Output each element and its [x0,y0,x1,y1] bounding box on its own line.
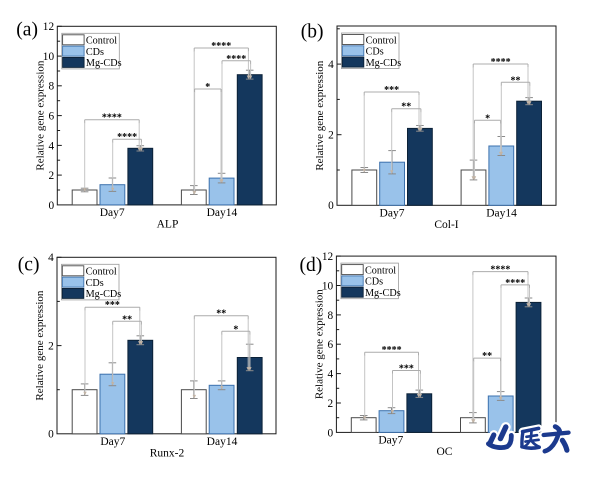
svg-text:4: 4 [48,140,54,152]
svg-text:8: 8 [48,81,54,93]
svg-text:Day7: Day7 [378,435,403,447]
svg-text:(d): (d) [300,255,323,276]
svg-text:Col-I: Col-I [434,219,458,231]
svg-text:Relative gene expression: Relative gene expression [314,60,326,170]
svg-text:0: 0 [48,200,54,212]
svg-text:Mg-CDs: Mg-CDs [366,58,402,69]
svg-text:Day14: Day14 [486,208,517,220]
svg-text:****: **** [490,265,510,276]
svg-text:**: ** [482,351,492,362]
svg-text:4: 4 [328,59,334,71]
svg-text:12: 12 [322,251,334,263]
svg-text:****: **** [211,41,231,52]
svg-text:Day7: Day7 [100,436,125,448]
svg-text:12: 12 [43,21,55,33]
svg-text:(b): (b) [301,22,324,43]
svg-text:Mg-CDs: Mg-CDs [86,289,122,300]
svg-text:Runx-2: Runx-2 [150,448,185,460]
svg-text:CDs: CDs [365,277,383,288]
svg-text:Relative gene expression: Relative gene expression [35,60,47,170]
svg-text:0: 0 [48,429,54,441]
svg-text:*: * [485,113,490,124]
svg-text:Day14: Day14 [207,207,238,219]
svg-text:*: * [233,324,238,335]
svg-text:****: **** [117,132,137,143]
svg-text:0: 0 [328,200,334,212]
svg-text:Relative gene expression: Relative gene expression [34,290,46,400]
svg-text:4: 4 [328,369,334,381]
svg-text:CDs: CDs [86,278,104,289]
svg-text:****: **** [382,345,402,356]
svg-text:ALP: ALP [157,219,179,231]
svg-text:****: **** [226,54,246,65]
svg-text:Relative gene expression: Relative gene expression [314,289,326,399]
svg-text:Day7: Day7 [100,207,125,219]
svg-text:Day7: Day7 [380,208,405,220]
svg-text:**: ** [122,314,132,325]
svg-text:**: ** [401,102,411,113]
svg-text:Mg-CDs: Mg-CDs [86,58,122,69]
svg-text:8: 8 [328,310,334,322]
svg-text:**: ** [216,309,226,320]
svg-text:***: *** [399,364,414,375]
svg-text:4: 4 [48,252,54,264]
svg-text:2: 2 [48,340,54,352]
svg-text:Control: Control [86,36,117,47]
svg-text:****: **** [491,57,511,68]
svg-text:OC: OC [437,446,453,458]
svg-text:CDs: CDs [366,47,384,58]
svg-text:*: * [205,82,210,93]
svg-text:***: *** [105,300,120,311]
svg-text:**: ** [511,75,521,86]
svg-text:Day14: Day14 [207,436,238,448]
svg-text:(c): (c) [18,254,40,275]
svg-text:Control: Control [365,265,396,276]
svg-text:****: **** [505,278,525,289]
svg-text:10: 10 [322,280,334,292]
svg-text:***: *** [384,85,399,96]
svg-text:Mg-CDs: Mg-CDs [365,288,401,299]
svg-text:2: 2 [328,130,334,142]
svg-text:10: 10 [43,51,55,63]
svg-text:0: 0 [328,427,334,439]
svg-text:Control: Control [366,35,397,46]
svg-text:6: 6 [328,339,334,351]
svg-text:Control: Control [86,267,117,278]
svg-text:****: **** [102,113,122,124]
svg-text:6: 6 [48,111,54,123]
svg-text:CDs: CDs [86,47,104,58]
svg-text:2: 2 [328,398,334,410]
svg-text:(a): (a) [16,19,38,40]
svg-text:2: 2 [48,170,54,182]
